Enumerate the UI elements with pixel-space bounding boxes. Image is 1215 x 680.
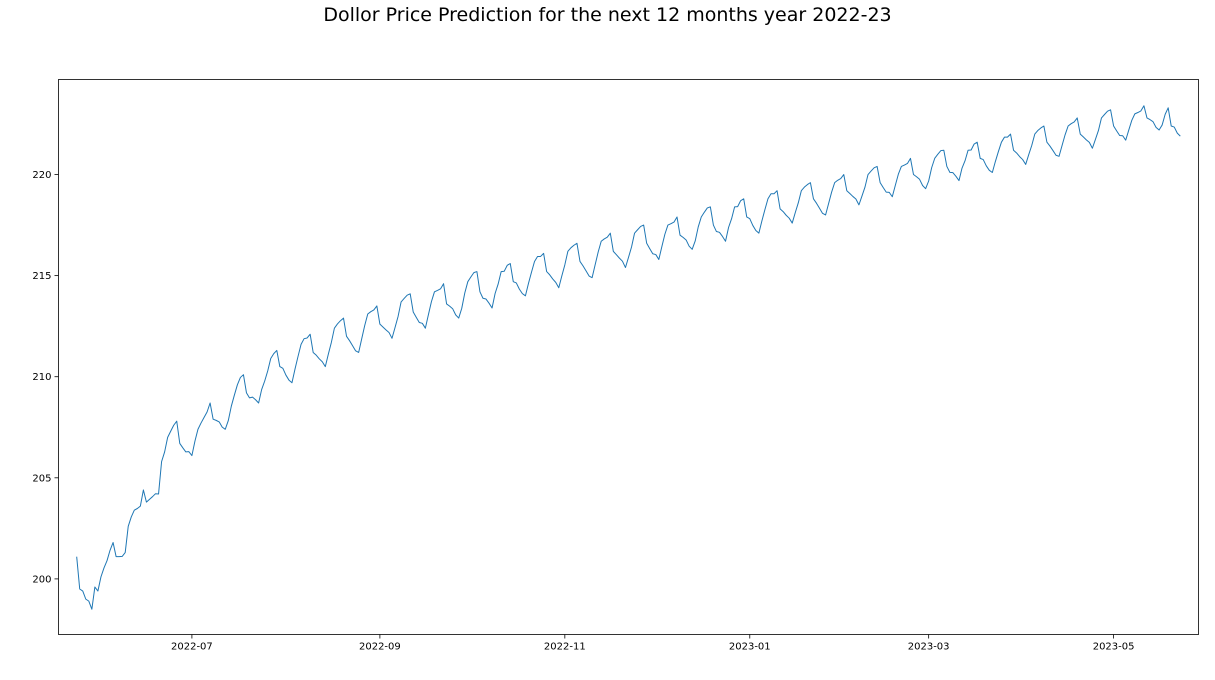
y-tick-label: 215 — [32, 271, 51, 282]
y-tick-label: 200 — [32, 574, 51, 585]
chart-title: Dollor Price Prediction for the next 12 … — [323, 4, 892, 26]
series-line — [76, 105, 1181, 610]
x-tick-label: 2023-05 — [1093, 642, 1135, 653]
y-tick-label: 220 — [32, 170, 51, 181]
x-tick-label: 2022-07 — [171, 642, 213, 653]
x-tick-label: 2023-01 — [729, 642, 771, 653]
plot-frame — [58, 79, 1199, 635]
ticks-layer: 200 205 210 215 220 2022-07 2022-09 2022-11 2023… — [32, 170, 1134, 652]
x-tick-label: 2022-11 — [544, 642, 586, 653]
y-tick-label: 210 — [32, 372, 51, 383]
x-tick-label: 2022-09 — [359, 642, 401, 653]
x-tick-label: 2023-03 — [908, 642, 950, 653]
y-tick-label: 205 — [32, 473, 51, 484]
